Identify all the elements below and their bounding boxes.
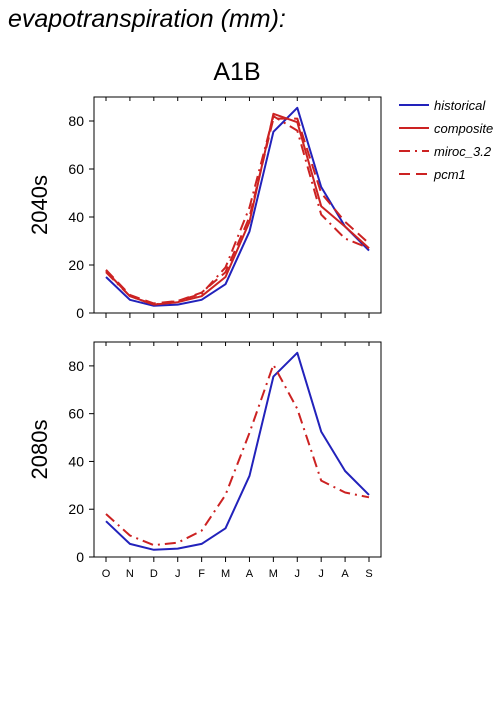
y-tick-label: 0 — [76, 549, 84, 565]
y-tick-label: 40 — [68, 453, 84, 469]
series-line-composite — [105, 112, 370, 306]
series-line-historical — [105, 106, 370, 307]
x-tick-label: D — [150, 568, 158, 580]
y-tick-label: 0 — [76, 305, 84, 321]
x-tick-label: A — [341, 568, 349, 580]
legend-label-composite: composite — [434, 121, 493, 136]
y-tick-label: 80 — [68, 113, 84, 129]
y-tick-label: 40 — [68, 209, 84, 225]
plot-frame — [93, 96, 382, 314]
panel-2040s: 0 20 40 60 80 2040s — [27, 96, 382, 321]
chart-panels: 0 20 40 60 80 2040s 0 20 40 60 80 O N D J F M A M J J A S 2080s — [27, 96, 382, 580]
legend-label-pcm1: pcm1 — [433, 167, 466, 182]
series-line-pcm1 — [105, 117, 370, 305]
scenario-title: A1B — [213, 58, 260, 86]
plot-frame — [93, 341, 382, 558]
x-tick-label: M — [269, 568, 278, 580]
x-tick-label: S — [365, 568, 372, 580]
x-tick-label: J — [318, 568, 324, 580]
y-tick-label: 20 — [68, 257, 84, 273]
x-tick-label: A — [246, 568, 254, 580]
panel-label: 2080s — [27, 420, 52, 480]
y-tick-label: 20 — [68, 501, 84, 517]
x-tick-label: O — [102, 568, 111, 580]
x-tick-label: M — [221, 568, 230, 580]
x-tick-label: F — [198, 568, 205, 580]
legend-label-miroc_3.2: miroc_3.2 — [434, 144, 492, 159]
series-line-miroc_3.2 — [105, 115, 370, 306]
x-tick-label: N — [126, 568, 134, 580]
y-tick-label: 60 — [68, 406, 84, 422]
series-line-miroc_3.2 — [105, 363, 370, 547]
variable-heading: evapotranspiration (mm): — [8, 5, 286, 33]
panel-2080s: 0 20 40 60 80 O N D J F M A M J J A S 2080s — [27, 341, 382, 580]
y-tick-label: 60 — [68, 161, 84, 177]
y-tick-label: 80 — [68, 358, 84, 374]
x-tick-label: J — [175, 568, 181, 580]
panel-label: 2040s — [27, 175, 52, 235]
x-tick-label: J — [295, 568, 301, 580]
legend-label-historical: historical — [434, 98, 486, 113]
legend: historical composite miroc_3.2 pcm1 — [399, 98, 493, 182]
series-line-historical — [105, 351, 370, 551]
